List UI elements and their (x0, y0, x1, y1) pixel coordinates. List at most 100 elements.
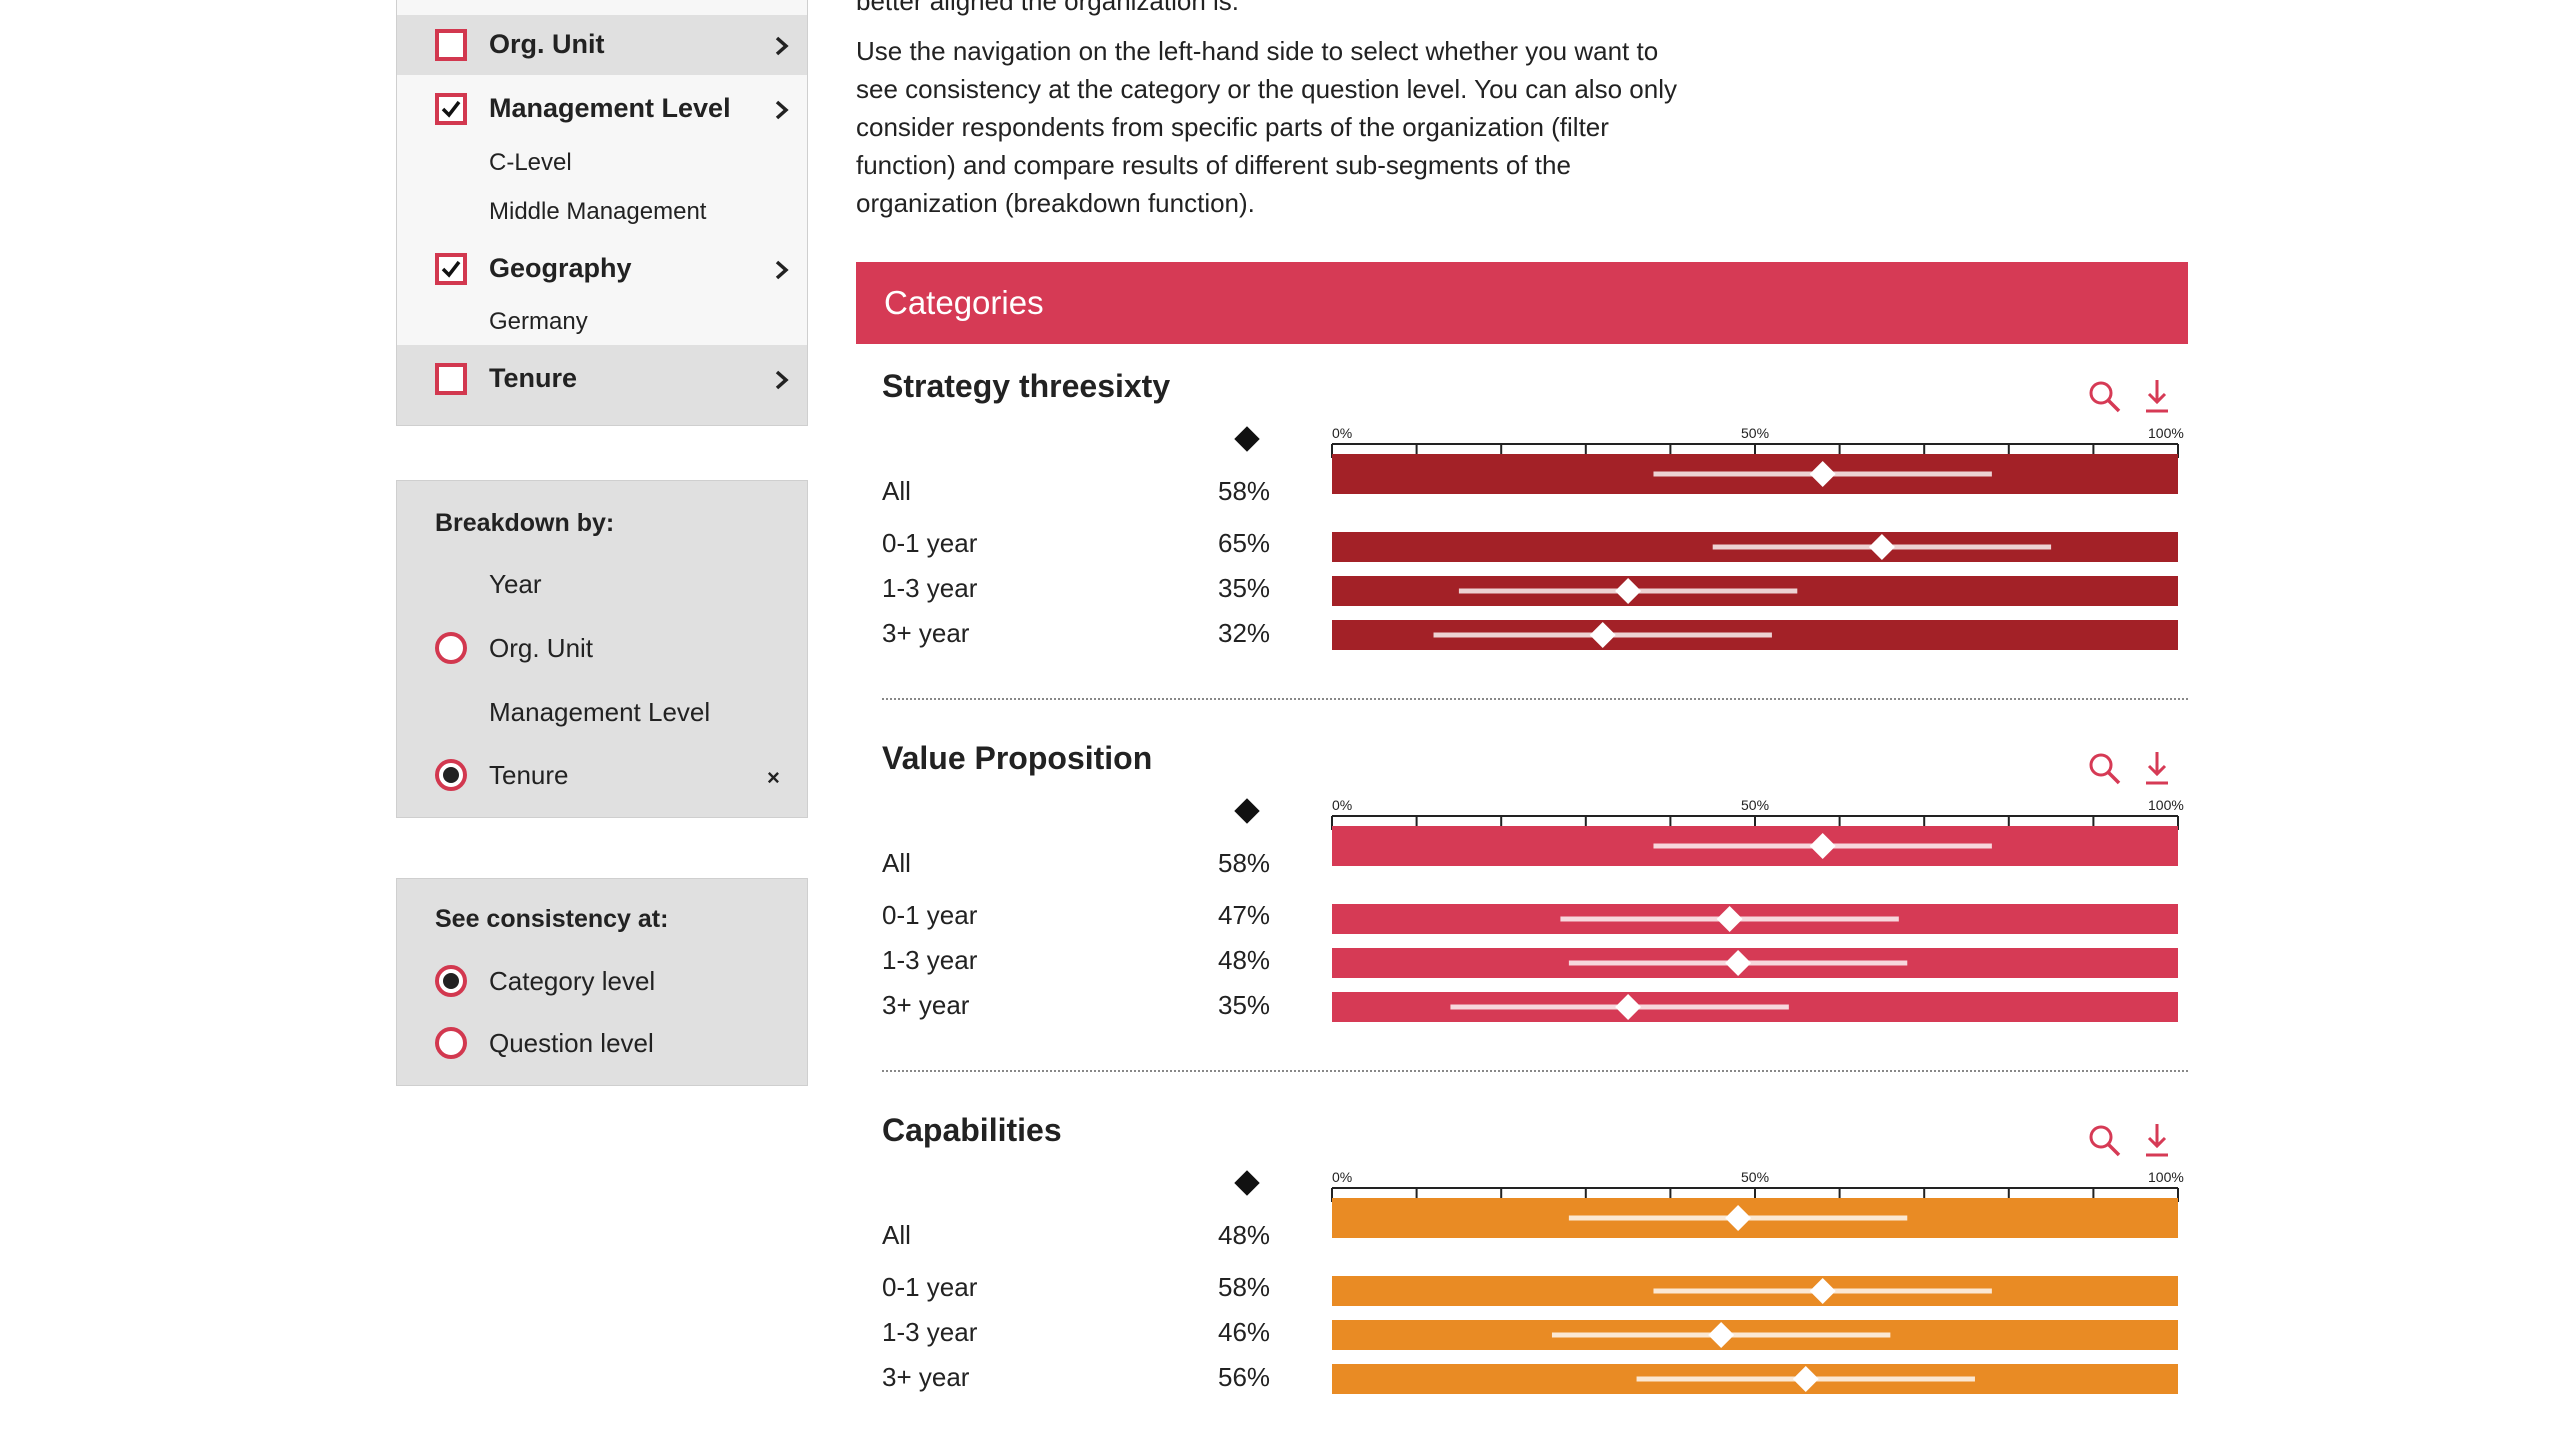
row-value: 56% (1218, 1362, 1271, 1392)
breakdown-option-tenure[interactable]: Tenure (489, 760, 569, 790)
row-label: 0-1 year (882, 528, 978, 558)
consistency-option-question[interactable]: Question level (489, 1028, 654, 1058)
consistency-bar[interactable] (1332, 826, 2178, 866)
mean-diamond-marker (1792, 1366, 1819, 1392)
bar-graphic (1332, 1276, 2178, 1306)
mean-diamond-marker (1615, 578, 1642, 604)
mean-diamond-marker (1809, 461, 1836, 487)
axis-tick-label: 0% (1332, 425, 1352, 441)
axis-tick-label: 0% (1332, 1169, 1352, 1185)
geography-checkbox[interactable] (435, 253, 467, 285)
chart-title: Strategy threesixty (882, 368, 1171, 404)
filter-label-geography: Geography (489, 253, 632, 283)
bar-graphic (1332, 1198, 2178, 1238)
chevron-right-icon[interactable] (771, 369, 793, 391)
bar-graphic (1332, 826, 2178, 866)
filter-sub-germany[interactable]: Germany (489, 308, 588, 335)
clear-breakdown-icon[interactable]: × (767, 765, 780, 790)
bar-graphic (1332, 532, 2178, 562)
bar-graphic (1332, 454, 2178, 494)
management-level-checkbox[interactable] (435, 93, 467, 125)
consistency-bar[interactable] (1332, 1198, 2178, 1238)
mean-diamond-marker (1615, 994, 1642, 1020)
row-value: 32% (1218, 618, 1271, 648)
breakdown-radio-org-unit[interactable] (435, 632, 467, 664)
chevron-right-icon[interactable] (771, 259, 793, 281)
row-label: 3+ year (882, 1362, 970, 1392)
breakdown-option-management-level[interactable]: Management Level (489, 697, 711, 727)
chart-section-strategy: Strategy threesixty 0% 50% 100% All 58% 0-1 ye… (856, 368, 2188, 728)
chevron-right-icon[interactable] (771, 35, 793, 57)
mean-legend-diamond-icon (1234, 798, 1260, 824)
checkmark-icon (441, 260, 461, 278)
filter-sub-c-level[interactable]: C-Level (489, 149, 572, 176)
consistency-bar[interactable] (1332, 1276, 2178, 1306)
row-label: 0-1 year (882, 1272, 978, 1302)
consistency-bar[interactable] (1332, 1364, 2178, 1394)
consistency-bar[interactable] (1332, 454, 2178, 494)
mean-diamond-marker (1725, 950, 1752, 976)
chart-axis: 0% 50% 100% (1331, 1169, 2184, 1202)
consistency-bar[interactable] (1332, 948, 2178, 978)
filter-tenure[interactable]: Tenure (397, 345, 807, 425)
mean-legend-diamond-icon (1234, 426, 1260, 452)
axis-tick-label: 100% (2148, 1169, 2184, 1185)
search-icon[interactable] (2088, 752, 2122, 786)
row-value: 48% (1218, 1220, 1271, 1250)
consistency-bar[interactable] (1332, 576, 2178, 606)
download-icon[interactable] (2144, 378, 2170, 414)
row-label: 0-1 year (882, 900, 978, 930)
filter-panel: Org. Unit Management Level C-Level Middl… (396, 0, 808, 426)
consistency-bar[interactable] (1332, 620, 2178, 650)
row-label: 1-3 year (882, 573, 978, 603)
download-icon[interactable] (2144, 1122, 2170, 1158)
breakdown-radio-tenure[interactable] (435, 759, 467, 791)
row-label: All (882, 476, 911, 506)
row-label: 3+ year (882, 618, 970, 648)
filter-management-level[interactable]: Management Level (397, 75, 807, 143)
row-value: 35% (1218, 990, 1271, 1020)
intro-line: Use the navigation on the left-hand side… (856, 36, 1659, 66)
search-icon[interactable] (2088, 1124, 2122, 1158)
filter-org-unit[interactable]: Org. Unit (397, 15, 807, 75)
consistency-bar[interactable] (1332, 992, 2178, 1022)
mean-diamond-marker (1716, 906, 1743, 932)
consistency-bar[interactable] (1332, 904, 2178, 934)
row-value: 47% (1218, 900, 1271, 930)
chart-section-capabilities: Capabilities 0% 50% 100% All 48% 0-1 year 58% 1-… (856, 1112, 2188, 1440)
breakdown-option-year[interactable]: Year (489, 569, 542, 599)
chevron-right-icon[interactable] (771, 99, 793, 121)
chart-section-value-proposition: Value Proposition 0% 50% 100% All 58% 0-1 year… (856, 740, 2188, 1100)
bar-graphic (1332, 1320, 2178, 1350)
consistency-panel: See consistency at: Category level Quest… (396, 878, 808, 1086)
bar-graphic (1332, 992, 2178, 1022)
intro-line: organization (breakdown function). (856, 188, 1255, 218)
consistency-title: See consistency at: (435, 905, 669, 933)
consistency-radio-question[interactable] (435, 1027, 467, 1059)
download-icon[interactable] (2144, 750, 2170, 786)
axis-tick-label: 0% (1332, 797, 1352, 813)
axis-tick-label: 50% (1741, 797, 1769, 813)
breakdown-panel: Breakdown by: Year Org. Unit Management … (396, 480, 808, 818)
chart-title: Value Proposition (882, 740, 1153, 776)
filter-geography[interactable]: Geography (397, 237, 807, 301)
intro-line: function) and compare results of differe… (856, 150, 1571, 180)
chart-axis: 0% 50% 100% (1331, 425, 2184, 458)
breakdown-title: Breakdown by: (435, 509, 615, 537)
intro-line: see consistency at the category or the q… (856, 74, 1677, 104)
categories-header-title: Categories (884, 284, 1044, 321)
consistency-bar[interactable] (1332, 1320, 2178, 1350)
bar-graphic (1332, 576, 2178, 606)
tenure-checkbox[interactable] (435, 363, 467, 395)
search-icon[interactable] (2088, 380, 2122, 414)
consistency-bar[interactable] (1332, 532, 2178, 562)
chart-title: Capabilities (882, 1112, 1062, 1148)
axis-tick-label: 100% (2148, 425, 2184, 441)
breakdown-option-org-unit[interactable]: Org. Unit (489, 633, 594, 663)
consistency-option-category[interactable]: Category level (489, 966, 656, 996)
org-unit-checkbox[interactable] (435, 29, 467, 61)
row-value: 58% (1218, 1272, 1271, 1302)
consistency-radio-category[interactable] (435, 965, 467, 997)
filter-label-tenure: Tenure (489, 363, 578, 393)
filter-sub-middle-management[interactable]: Middle Management (489, 198, 707, 225)
